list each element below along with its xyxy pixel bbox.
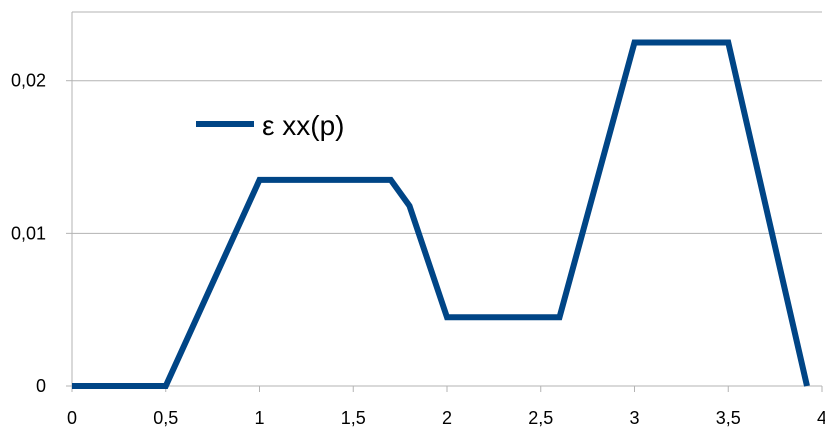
axes xyxy=(66,12,823,392)
series-line xyxy=(72,39,810,389)
x-tick-label: 1,5 xyxy=(341,408,366,428)
x-tick-label: 0 xyxy=(67,408,77,428)
x-tick-label: 4 xyxy=(817,408,825,428)
y-tick-label: 0,01 xyxy=(11,223,46,243)
legend-label: ε xx(p) xyxy=(262,110,344,141)
x-tick-label: 2,5 xyxy=(528,408,553,428)
series-layer xyxy=(72,39,810,389)
x-tick-label: 3,5 xyxy=(716,408,741,428)
x-tick-label: 2 xyxy=(442,408,452,428)
y-tick-label: 0,02 xyxy=(11,71,46,91)
grid-lines xyxy=(72,11,822,234)
y-tick-label: 0 xyxy=(36,376,46,396)
x-tick-label: 0,5 xyxy=(153,408,178,428)
tick-labels: 0 0,5 1 1,5 2 2,5 3 3,5 4 0 0,01 0,02 xyxy=(11,71,825,428)
x-tick-label: 3 xyxy=(629,408,639,428)
x-tick-label: 1 xyxy=(254,408,264,428)
legend: ε xx(p) xyxy=(196,110,344,141)
